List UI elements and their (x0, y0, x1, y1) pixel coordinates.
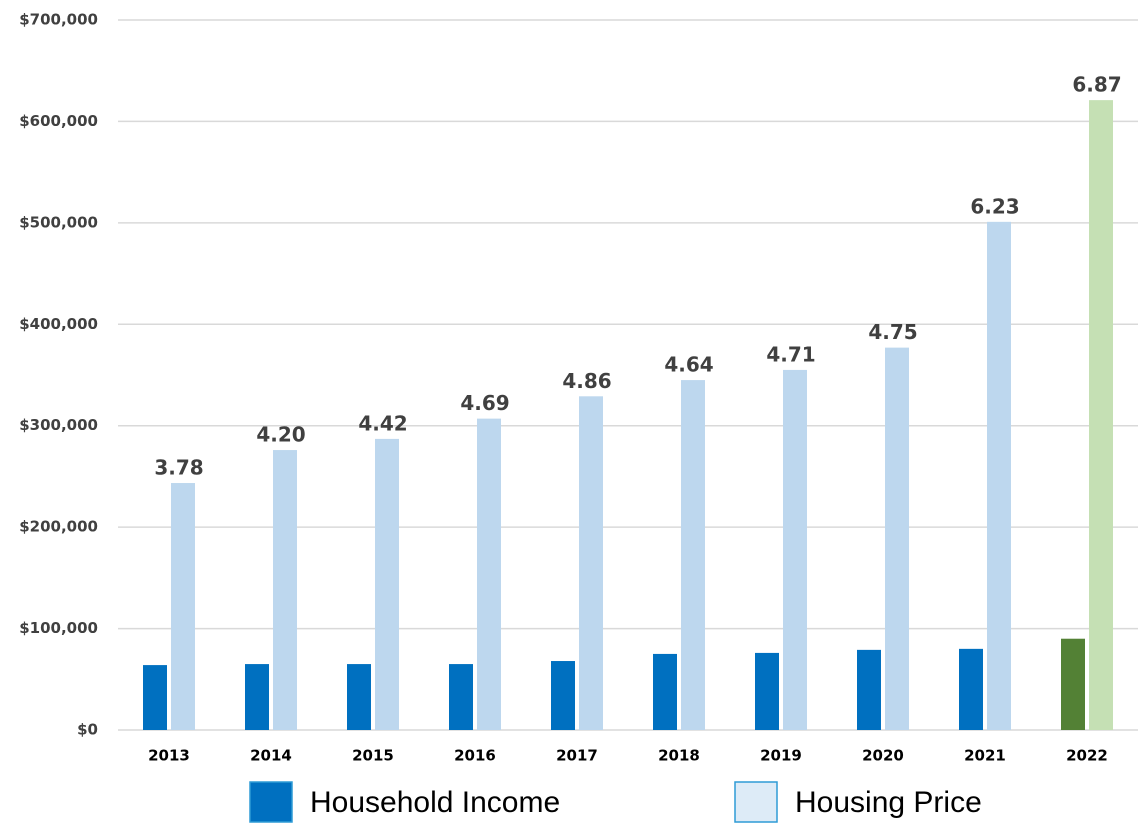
bar (755, 652, 779, 730)
bar (885, 347, 909, 730)
x-tick-label: 2018 (658, 747, 700, 765)
x-tick-label: 2017 (556, 747, 598, 765)
y-tick-label: $500,000 (19, 213, 98, 231)
bar (1061, 638, 1085, 730)
annotation: 4.86 (562, 369, 611, 393)
x-tick-label: 2014 (250, 747, 292, 765)
annotation: 4.42 (358, 411, 407, 435)
y-tick-label: $200,000 (19, 518, 98, 536)
bar (347, 664, 371, 730)
bar (1089, 100, 1113, 731)
bar (449, 664, 473, 730)
bar (143, 665, 167, 730)
annotation: 6.87 (1072, 73, 1121, 97)
y-tick-label: $400,000 (19, 315, 98, 333)
bar (551, 661, 575, 730)
x-tick-label: 2016 (454, 747, 496, 765)
bar (171, 483, 195, 730)
bar (579, 396, 603, 730)
legend-swatch (734, 781, 778, 823)
annotation: 4.75 (868, 320, 917, 344)
bar (245, 664, 269, 730)
x-tick-label: 2015 (352, 747, 394, 765)
bar (375, 438, 399, 730)
legend-swatch (249, 781, 293, 823)
bar (653, 653, 677, 730)
y-tick-label: $100,000 (19, 619, 98, 637)
annotation: 4.69 (460, 391, 509, 415)
y-tick-label: $300,000 (19, 416, 98, 434)
y-tick-label: $0 (77, 721, 98, 739)
bar (681, 380, 705, 730)
annotation: 4.64 (664, 353, 713, 377)
bar (959, 648, 983, 730)
bar (857, 649, 881, 730)
annotation: 3.78 (154, 456, 203, 480)
x-tick-label: 2019 (760, 747, 802, 765)
bar (987, 221, 1011, 731)
annotation: 4.71 (766, 342, 815, 366)
x-tick-label: 2020 (862, 747, 904, 765)
annotation: 6.23 (970, 194, 1019, 218)
legend-label: Housing Price (795, 786, 982, 819)
y-tick-label: $700,000 (19, 11, 98, 29)
x-tick-label: 2022 (1066, 747, 1108, 765)
bar (273, 450, 297, 730)
y-tick-label: $600,000 (19, 112, 98, 130)
bar (783, 369, 807, 730)
bar (477, 418, 501, 730)
x-tick-label: 2021 (964, 747, 1006, 765)
annotation: 4.20 (256, 423, 305, 447)
legend-label: Household Income (310, 786, 560, 819)
x-tick-label: 2013 (148, 747, 190, 765)
